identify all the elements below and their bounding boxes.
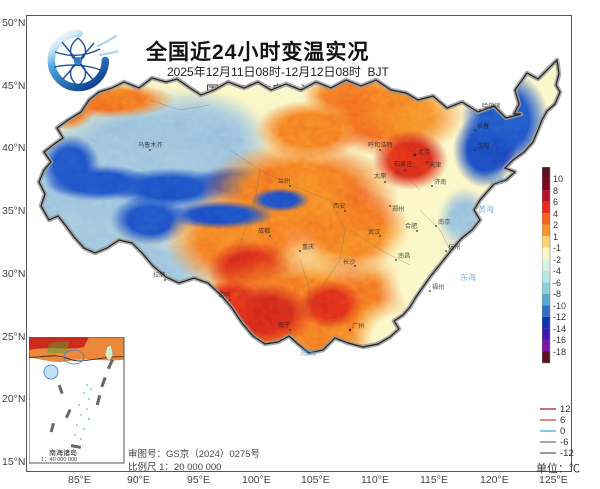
svg-text:长沙: 长沙	[343, 258, 355, 266]
svg-text:广州: 广州	[352, 322, 364, 330]
svg-text:杭州: 杭州	[448, 243, 460, 251]
svg-text:南昌: 南昌	[398, 252, 410, 260]
svg-text:乌鲁木齐: 乌鲁木齐	[138, 141, 163, 149]
svg-text:重庆: 重庆	[302, 243, 314, 251]
svg-text:南京: 南京	[438, 218, 450, 226]
svg-text:昆明: 昆明	[218, 292, 230, 299]
svg-text:武汉: 武汉	[368, 228, 380, 236]
svg-text:长春: 长春	[477, 122, 489, 130]
svg-text:黄海: 黄海	[478, 204, 494, 214]
svg-text:济南: 济南	[434, 178, 446, 186]
svg-text:南宁: 南宁	[278, 321, 290, 329]
svg-text:拉萨: 拉萨	[153, 271, 165, 279]
svg-text:哈尔滨: 哈尔滨	[482, 102, 501, 110]
svg-text:福州: 福州	[432, 283, 444, 291]
svg-text:沈阳: 沈阳	[477, 142, 489, 150]
svg-text:合肥: 合肥	[405, 222, 417, 230]
svg-text:太原: 太原	[374, 172, 386, 180]
svg-text:北京: 北京	[418, 148, 430, 156]
svg-text:东海: 东海	[460, 272, 476, 282]
svg-text:渤海: 渤海	[488, 175, 504, 185]
svg-text:成都: 成都	[258, 227, 270, 235]
svg-text:郑州: 郑州	[392, 205, 404, 213]
svg-text:天津: 天津	[429, 161, 441, 169]
svg-text:石家庄: 石家庄	[394, 160, 413, 168]
svg-text:呼和浩特: 呼和浩特	[368, 141, 393, 149]
svg-text:西安: 西安	[333, 202, 345, 210]
svg-text:南海: 南海	[300, 347, 316, 357]
svg-text:兰州: 兰州	[278, 177, 290, 185]
